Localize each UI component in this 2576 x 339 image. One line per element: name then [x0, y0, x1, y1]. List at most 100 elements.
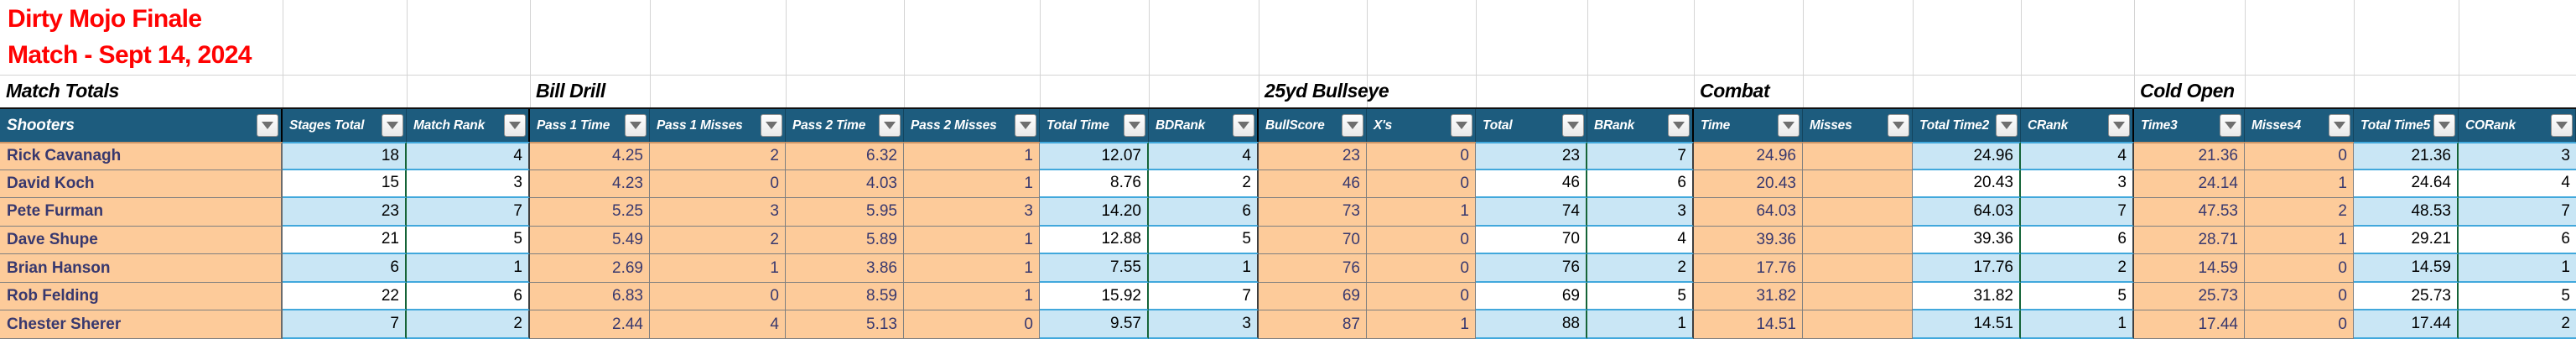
- cell-total-time[interactable]: 14.20: [1040, 198, 1149, 227]
- cell-total[interactable]: 23: [1476, 142, 1587, 170]
- cell-crank[interactable]: 5: [2021, 282, 2134, 311]
- cell-misses[interactable]: [1803, 170, 1913, 199]
- cell-pass-2-time[interactable]: 5.95: [786, 198, 904, 227]
- filter-button-corank[interactable]: [2551, 114, 2573, 137]
- cell-brank[interactable]: 5: [1587, 282, 1694, 311]
- cell-pass-2-time[interactable]: 4.03: [786, 170, 904, 199]
- cell-corank[interactable]: 7: [2459, 198, 2576, 227]
- cell-pass-2-time[interactable]: 6.32: [786, 142, 904, 170]
- cell-pass-1-misses[interactable]: 0: [650, 170, 786, 199]
- cell-total-time5[interactable]: 14.59: [2354, 254, 2459, 283]
- cell-pass-2-misses[interactable]: 1: [904, 254, 1040, 283]
- cell-time3[interactable]: 21.36: [2134, 142, 2245, 170]
- cell-brank[interactable]: 6: [1587, 170, 1694, 199]
- cell-stages-total[interactable]: 7: [283, 310, 407, 339]
- cell-misses[interactable]: [1803, 226, 1913, 255]
- cell-bullscore[interactable]: 73: [1259, 198, 1367, 227]
- cell-match-rank[interactable]: 1: [407, 254, 530, 283]
- shooter-name-cell[interactable]: Brian Hanson: [0, 254, 283, 283]
- cell-misses[interactable]: [1803, 198, 1913, 227]
- cell-bullscore[interactable]: 69: [1259, 282, 1367, 311]
- cell-xs[interactable]: 0: [1367, 226, 1476, 255]
- cell-total[interactable]: 69: [1476, 282, 1587, 311]
- filter-button-bdrank[interactable]: [1233, 114, 1254, 137]
- cell-time[interactable]: 24.96: [1694, 142, 1803, 170]
- shooter-name-cell[interactable]: Chester Sherer: [0, 310, 283, 339]
- cell-pass-1-misses[interactable]: 2: [650, 226, 786, 255]
- cell-time3[interactable]: 24.14: [2134, 170, 2245, 199]
- cell-stages-total[interactable]: 18: [283, 142, 407, 170]
- cell-pass-1-misses[interactable]: 0: [650, 282, 786, 311]
- cell-total[interactable]: 76: [1476, 254, 1587, 283]
- cell-total[interactable]: 88: [1476, 310, 1587, 339]
- cell-brank[interactable]: 3: [1587, 198, 1694, 227]
- cell-time3[interactable]: 47.53: [2134, 198, 2245, 227]
- cell-pass-1-misses[interactable]: 2: [650, 142, 786, 170]
- cell-total-time5[interactable]: 24.64: [2354, 170, 2459, 199]
- filter-button-time3[interactable]: [2220, 114, 2241, 137]
- cell-bdrank[interactable]: 1: [1149, 254, 1259, 283]
- cell-bdrank[interactable]: 2: [1149, 170, 1259, 199]
- cell-time[interactable]: 20.43: [1694, 170, 1803, 199]
- cell-pass-2-time[interactable]: 8.59: [786, 282, 904, 311]
- cell-xs[interactable]: 0: [1367, 170, 1476, 199]
- cell-total-time2[interactable]: 31.82: [1913, 282, 2021, 311]
- cell-time[interactable]: 39.36: [1694, 226, 1803, 255]
- cell-total[interactable]: 46: [1476, 170, 1587, 199]
- cell-bdrank[interactable]: 5: [1149, 226, 1259, 255]
- filter-button-bullscore[interactable]: [1342, 114, 1363, 137]
- cell-total-time[interactable]: 9.57: [1040, 310, 1149, 339]
- filter-button-pass-1-misses[interactable]: [761, 114, 782, 137]
- filter-button-pass-2-misses[interactable]: [1015, 114, 1036, 137]
- cell-brank[interactable]: 2: [1587, 254, 1694, 283]
- cell-total-time5[interactable]: 48.53: [2354, 198, 2459, 227]
- cell-pass-1-time[interactable]: 6.83: [530, 282, 650, 311]
- cell-pass-2-misses[interactable]: 1: [904, 170, 1040, 199]
- cell-bdrank[interactable]: 7: [1149, 282, 1259, 311]
- cell-match-rank[interactable]: 4: [407, 142, 530, 170]
- filter-button-misses[interactable]: [1888, 114, 1909, 137]
- cell-time3[interactable]: 17.44: [2134, 310, 2245, 339]
- cell-corank[interactable]: 2: [2459, 310, 2576, 339]
- filter-button-pass-2-time[interactable]: [879, 114, 901, 137]
- cell-xs[interactable]: 0: [1367, 142, 1476, 170]
- cell-pass-1-misses[interactable]: 3: [650, 198, 786, 227]
- cell-pass-1-time[interactable]: 2.44: [530, 310, 650, 339]
- cell-misses4[interactable]: 0: [2245, 254, 2354, 283]
- cell-misses4[interactable]: 0: [2245, 282, 2354, 311]
- cell-total-time5[interactable]: 17.44: [2354, 310, 2459, 339]
- cell-match-rank[interactable]: 3: [407, 170, 530, 199]
- cell-total[interactable]: 74: [1476, 198, 1587, 227]
- cell-crank[interactable]: 3: [2021, 170, 2134, 199]
- filter-button-total-time2[interactable]: [1996, 114, 2018, 137]
- cell-total[interactable]: 70: [1476, 226, 1587, 255]
- filter-button-total[interactable]: [1562, 114, 1584, 137]
- cell-bullscore[interactable]: 76: [1259, 254, 1367, 283]
- cell-bullscore[interactable]: 87: [1259, 310, 1367, 339]
- cell-total-time2[interactable]: 14.51: [1913, 310, 2021, 339]
- cell-crank[interactable]: 1: [2021, 310, 2134, 339]
- cell-stages-total[interactable]: 23: [283, 198, 407, 227]
- filter-button-match-rank[interactable]: [504, 114, 526, 137]
- cell-total-time2[interactable]: 24.96: [1913, 142, 2021, 170]
- shooter-name-cell[interactable]: David Koch: [0, 170, 283, 199]
- cell-xs[interactable]: 0: [1367, 254, 1476, 283]
- cell-pass-2-time[interactable]: 5.89: [786, 226, 904, 255]
- cell-time3[interactable]: 28.71: [2134, 226, 2245, 255]
- cell-match-rank[interactable]: 7: [407, 198, 530, 227]
- cell-corank[interactable]: 5: [2459, 282, 2576, 311]
- cell-bdrank[interactable]: 3: [1149, 310, 1259, 339]
- filter-button-brank[interactable]: [1668, 114, 1690, 137]
- cell-stages-total[interactable]: 6: [283, 254, 407, 283]
- cell-time[interactable]: 17.76: [1694, 254, 1803, 283]
- cell-pass-2-misses[interactable]: 0: [904, 310, 1040, 339]
- shooter-name-cell[interactable]: Dave Shupe: [0, 226, 283, 255]
- cell-pass-2-time[interactable]: 3.86: [786, 254, 904, 283]
- cell-brank[interactable]: 7: [1587, 142, 1694, 170]
- filter-button-stages-total[interactable]: [382, 114, 403, 137]
- cell-misses4[interactable]: 2: [2245, 198, 2354, 227]
- cell-pass-1-time[interactable]: 2.69: [530, 254, 650, 283]
- shooter-name-cell[interactable]: Rick Cavanagh: [0, 142, 283, 170]
- cell-total-time2[interactable]: 64.03: [1913, 198, 2021, 227]
- cell-bdrank[interactable]: 6: [1149, 198, 1259, 227]
